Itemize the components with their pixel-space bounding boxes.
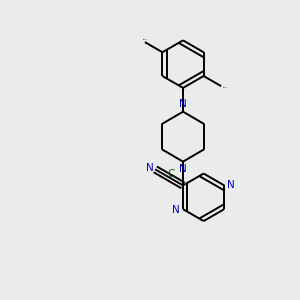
Text: C: C — [167, 169, 175, 178]
Text: N: N — [172, 205, 180, 215]
Text: methyl: methyl — [223, 86, 228, 88]
Text: N: N — [179, 164, 187, 174]
Text: N: N — [146, 163, 154, 173]
Text: methyl: methyl — [143, 39, 148, 41]
Text: N: N — [227, 180, 235, 190]
Text: N: N — [179, 99, 187, 109]
